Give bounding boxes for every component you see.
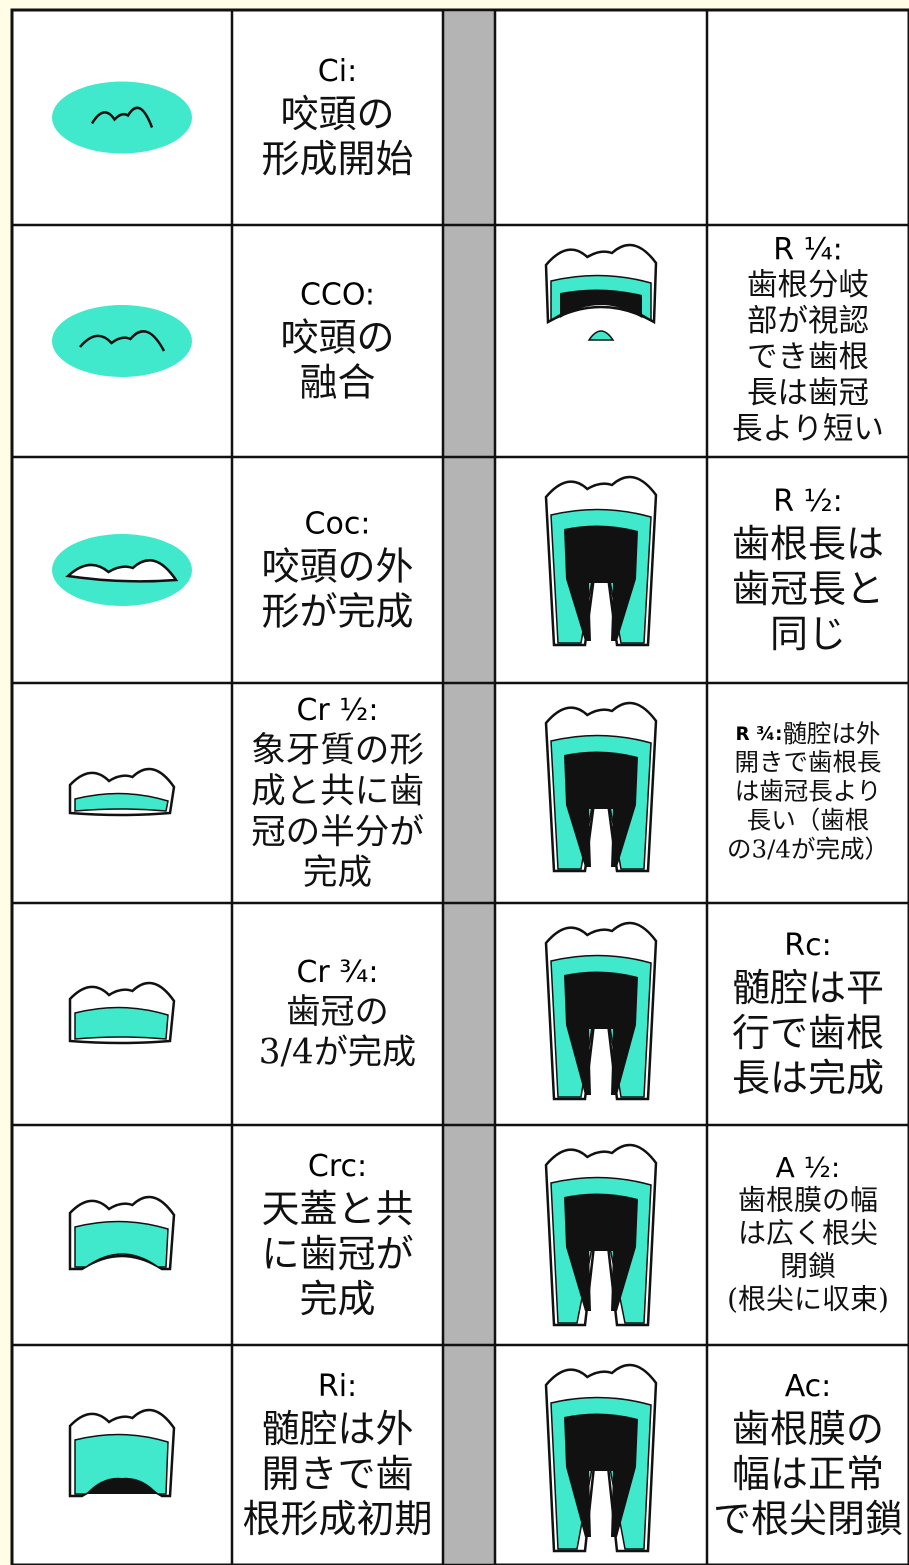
stage-text: 象牙質の形 — [251, 731, 424, 771]
stage-text: 形成開始 — [261, 137, 413, 181]
crown-dentin — [74, 792, 169, 812]
stage-code: CCO: — [300, 278, 375, 313]
stage-code: Ri: — [318, 1369, 357, 1404]
stage-text: 形が完成 — [261, 589, 413, 633]
stage-text: 幅は正常 — [732, 1452, 884, 1496]
stage-code: Coc: — [305, 507, 371, 542]
stage-text: 歯冠の — [286, 992, 388, 1032]
stage-text: 開きで歯根長 — [735, 748, 882, 777]
stage-text: 髄腔は外 — [261, 1407, 413, 1451]
stage-text: 髄腔は平 — [732, 966, 884, 1010]
stage-text: 歯根長は — [732, 522, 884, 566]
stage-text: (根尖に収束) — [727, 1283, 889, 1316]
crown-dentin — [74, 1220, 169, 1268]
crown-dentin — [74, 1006, 169, 1040]
pulp — [564, 1193, 638, 1311]
stage-text: 成と共に歯 — [251, 772, 424, 812]
stage-text: 歯冠長と — [732, 567, 884, 611]
stage-text: 部が視認 — [747, 304, 869, 339]
stage-text: 3/4が完成 — [259, 1032, 416, 1072]
stage-code: A ½: — [776, 1151, 841, 1184]
stage-text: 咬頭の — [280, 316, 394, 360]
cusp-outline — [65, 559, 179, 583]
stage-text: 髄腔は外 — [782, 719, 880, 748]
stage-text: 歯根膜の幅 — [738, 1183, 878, 1216]
stage-code: Rc: — [784, 928, 831, 963]
stage-text: 咬頭の外 — [261, 545, 413, 589]
stage-code: Cr ½: — [296, 693, 378, 728]
stage-text: の3/4が完成） — [727, 834, 889, 863]
stage-code: Cr ¾: — [296, 955, 378, 990]
stage-text: 開きで歯 — [261, 1452, 413, 1496]
pulp — [564, 1413, 638, 1537]
stage-text: 歯根膜の — [732, 1407, 884, 1451]
pulp — [564, 525, 638, 641]
stage-text: は歯冠長より — [735, 777, 882, 806]
stage-text: 行で歯根 — [732, 1011, 884, 1055]
stage-text: 同じ — [770, 612, 846, 656]
cusp-outline — [90, 106, 154, 128]
stage-code: Crc: — [308, 1149, 367, 1184]
stage-text: でき歯根 — [747, 340, 869, 375]
stage-text: 冠の半分が — [251, 812, 424, 852]
stage-text: 咬頭の — [280, 92, 394, 136]
pulp — [86, 1477, 158, 1494]
crypt — [52, 81, 192, 154]
divider — [442, 9, 496, 1565]
stage-text: で根尖閉鎖 — [713, 1497, 903, 1541]
stage-text: 閉鎖 — [780, 1250, 836, 1283]
pulp — [564, 751, 638, 867]
stage-text: 天蓋と共 — [261, 1187, 413, 1231]
stage-text: 融合 — [299, 360, 375, 404]
pulp — [560, 289, 642, 318]
pulp — [564, 971, 638, 1095]
stage-label: R ¾:髄腔は外 — [736, 719, 881, 748]
cusp-outline — [79, 330, 166, 352]
crypt — [52, 305, 192, 377]
stage-text: 長より短い — [732, 412, 884, 447]
stage-text: 完成 — [299, 1277, 375, 1321]
stage-code: R ½: — [773, 484, 843, 519]
stage-text: 根形成初期 — [242, 1497, 432, 1541]
stage-code: Ci: — [318, 54, 357, 89]
stage-text: 長は歯冠 — [747, 376, 869, 411]
stage-text: に歯冠が — [261, 1232, 413, 1276]
stage-code: Ac: — [785, 1369, 832, 1404]
stage-text: 完成 — [303, 853, 372, 893]
stage-text: 長は完成 — [732, 1056, 884, 1100]
stage-code: R ¾: — [736, 724, 783, 745]
root-start — [587, 330, 615, 341]
stage-text: は広く根尖 — [738, 1217, 878, 1250]
stage-text: 長い（歯根 — [747, 805, 870, 834]
stage-code: R ¼: — [773, 233, 843, 268]
stage-text: 歯根分岐 — [747, 268, 869, 303]
